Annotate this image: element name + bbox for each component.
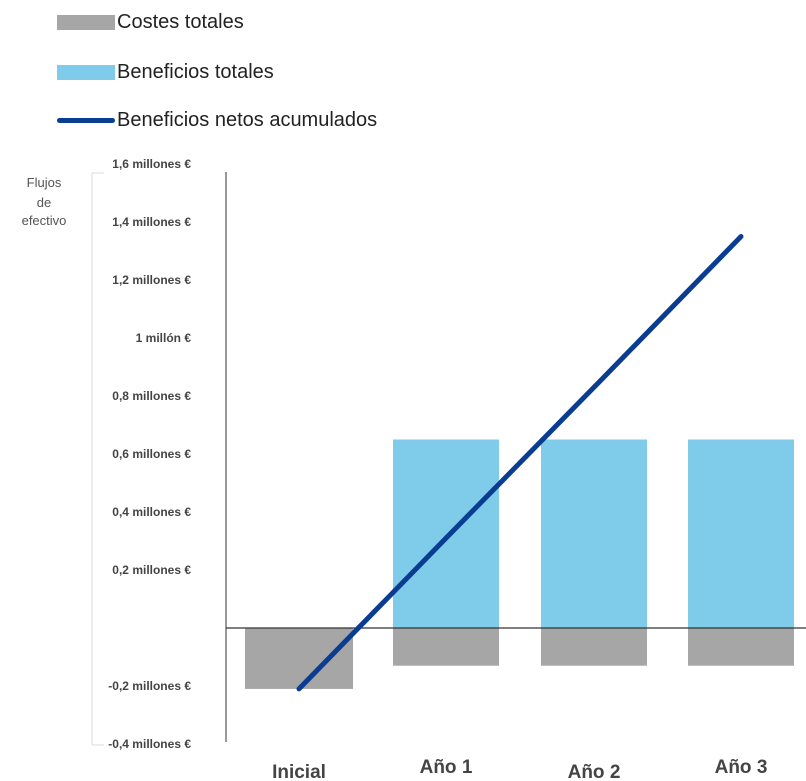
y-axis-label: Flujos	[27, 175, 62, 190]
y-tick-label: -0,2 millones €	[108, 679, 191, 693]
chart-legend: Costes totales Beneficios totales Benefi…	[57, 0, 417, 140]
bar-costes	[688, 628, 794, 666]
x-tick-label: Año 1	[420, 757, 473, 778]
y-tick-label: 0,8 millones €	[112, 389, 191, 403]
y-tick-label: 1,2 millones €	[112, 273, 191, 287]
legend-item-netos: Beneficios netos acumulados	[57, 108, 377, 132]
bar-beneficios	[541, 439, 647, 628]
y-tick-label: 0,6 millones €	[112, 447, 191, 461]
bar-beneficios	[688, 439, 794, 628]
y-tick-label: 1,4 millones €	[112, 215, 191, 229]
y-tick-label: 0,2 millones €	[112, 563, 191, 577]
y-tick-label: 0,4 millones €	[112, 505, 191, 519]
y-tick-label: 1 millón €	[136, 331, 192, 345]
y-tick-label: -0,4 millones €	[108, 737, 191, 751]
x-tick-label: Año 2	[568, 762, 621, 781]
legend-swatch-netos	[57, 117, 115, 123]
legend-item-beneficios: Beneficios totales	[57, 60, 274, 84]
line-beneficios-netos	[296, 234, 744, 692]
legend-swatch-costes	[57, 14, 115, 30]
legend-label-beneficios: Beneficios totales	[117, 60, 274, 83]
bar-costes	[245, 628, 353, 689]
y-tick-label: 1,6 millones €	[112, 157, 191, 171]
x-tick-label: Año 3	[715, 757, 768, 778]
legend-label-netos: Beneficios netos acumulados	[117, 108, 378, 131]
legend-label-costes: Costes totales	[117, 10, 244, 33]
y-axis-label: de	[37, 195, 51, 210]
bar-costes	[393, 628, 499, 666]
legend-item-costes: Costes totales	[57, 10, 244, 34]
legend-swatch-beneficios	[57, 64, 115, 80]
bar-costes	[541, 628, 647, 666]
x-tick-label: Inicial	[272, 762, 326, 781]
bar-beneficios	[393, 439, 499, 628]
y-axis-label: efectivo	[22, 213, 67, 228]
